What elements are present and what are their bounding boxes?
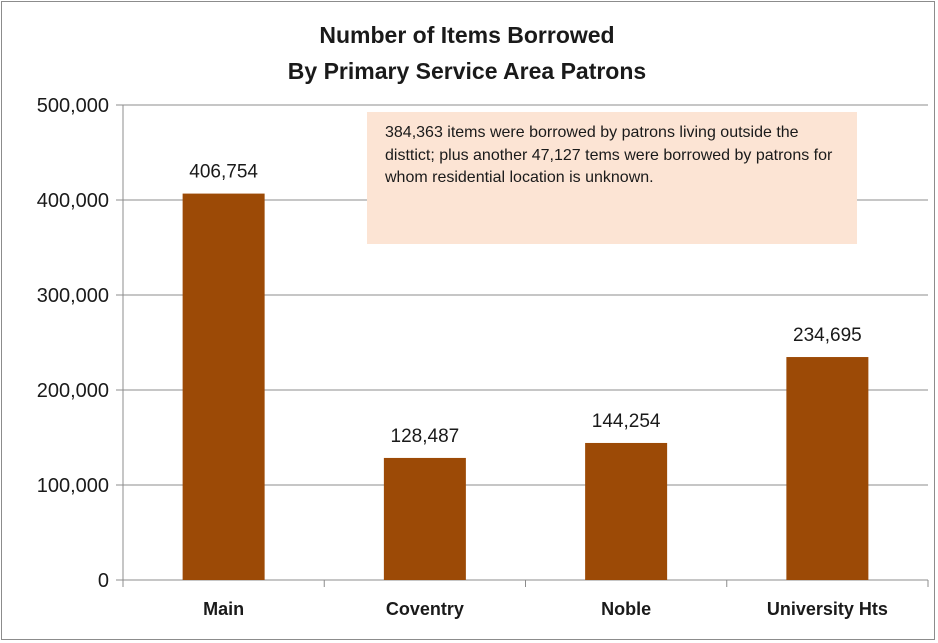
bar-main bbox=[182, 193, 265, 581]
y-tick-label: 100,000 bbox=[37, 475, 109, 497]
annotation-note: 384,363 items were borrowed by patrons l… bbox=[367, 112, 857, 244]
bar-noble bbox=[585, 442, 668, 580]
category-label: Main bbox=[203, 599, 244, 619]
category-label: University Hts bbox=[767, 599, 888, 619]
y-tick-label: 200,000 bbox=[37, 380, 109, 402]
data-label: 128,487 bbox=[391, 426, 460, 447]
category-label: Noble bbox=[601, 599, 651, 619]
bars bbox=[182, 193, 869, 581]
labels: 0 100,000 200,000 300,000 400,000 500,000 406,… bbox=[37, 95, 888, 619]
y-tick-label: 300,000 bbox=[37, 285, 109, 307]
y-tick-label: 500,000 bbox=[37, 95, 109, 117]
y-tick-label: 0 bbox=[98, 570, 109, 592]
bar-university-hts bbox=[786, 357, 869, 580]
annotation-text: 384,363 items were borrowed by patrons l… bbox=[385, 124, 833, 186]
chart-title-line-2: By Primary Service Area Patrons bbox=[288, 58, 646, 84]
category-label: Coventry bbox=[386, 599, 464, 619]
y-tick-label: 400,000 bbox=[37, 190, 109, 212]
data-label: 144,254 bbox=[592, 411, 661, 432]
chart-title-line-1: Number of Items Borrowed bbox=[319, 22, 614, 48]
bar-coventry bbox=[383, 457, 466, 580]
data-label: 406,754 bbox=[189, 162, 258, 183]
data-label: 234,695 bbox=[793, 325, 862, 346]
